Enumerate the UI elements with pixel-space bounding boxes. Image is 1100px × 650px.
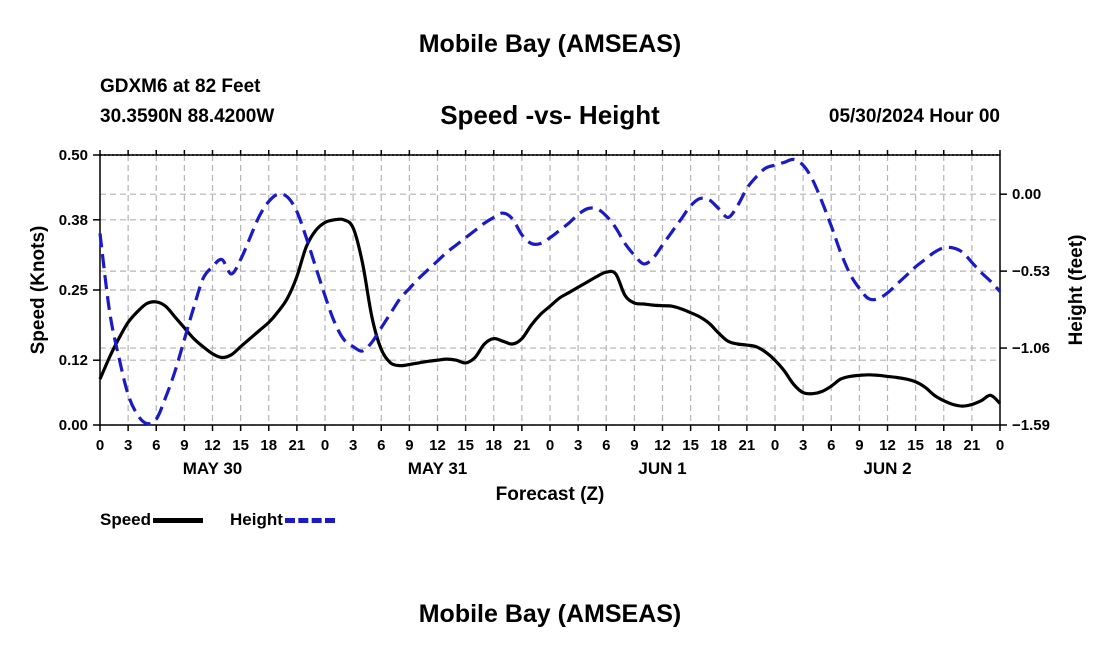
x-tick-label: 0 — [321, 437, 329, 454]
legend-height-label: Height — [230, 510, 283, 529]
x-tick-label: 21 — [964, 437, 981, 454]
y-tick-label: 0.12 — [59, 352, 88, 369]
y-tick-label: 0.38 — [59, 212, 88, 229]
y2-tick-label: −1.59 — [1012, 417, 1050, 434]
series-line-height — [98, 157, 1002, 426]
y-tick-label: 0.50 — [59, 147, 88, 164]
y2-tick-label: −1.06 — [1012, 340, 1050, 357]
x-tick-label: 3 — [349, 437, 357, 454]
x-tick-label: 12 — [204, 437, 221, 454]
x-tick-label: 15 — [457, 437, 474, 454]
x-tick-label: 21 — [739, 437, 756, 454]
x-tick-label: 15 — [907, 437, 924, 454]
x-axis-title: Forecast (Z) — [496, 484, 605, 505]
y-tick-label: 0.25 — [59, 282, 88, 299]
x-day-label: JUN 2 — [863, 459, 911, 478]
x-tick-label: 15 — [682, 437, 699, 454]
x-tick-label: 6 — [152, 437, 160, 454]
series-line-speed — [98, 217, 1002, 408]
y2-tick-label: 0.00 — [1012, 186, 1041, 203]
forecast-timestamp: 05/30/2024 Hour 00 — [828, 106, 1000, 127]
coordinates-label: 30.3590N 88.4200W — [100, 106, 275, 127]
x-tick-label: 6 — [602, 437, 610, 454]
x-tick-label: 0 — [546, 437, 554, 454]
legend-speed: Speed — [100, 510, 204, 530]
x-tick-label: 0 — [996, 437, 1004, 454]
x-tick-label: 6 — [827, 437, 835, 454]
x-day-label: JUN 1 — [638, 459, 686, 478]
legend-height-swatch — [284, 518, 335, 524]
x-tick-label: 0 — [96, 437, 104, 454]
x-tick-label: 9 — [405, 437, 413, 454]
x-tick-label: 21 — [289, 437, 306, 454]
x-tick-label: 18 — [485, 437, 502, 454]
x-tick-label: 18 — [260, 437, 277, 454]
x-tick-label: 3 — [574, 437, 582, 454]
x-tick-label: 9 — [630, 437, 638, 454]
station-label: GDXM6 at 82 Feet — [100, 76, 261, 97]
x-tick-label: 9 — [180, 437, 188, 454]
y2-axis-title: Height (feet) — [1066, 235, 1087, 346]
legend-speed-swatch — [153, 518, 204, 524]
y-axis-title: Speed (Knots) — [28, 226, 49, 355]
x-tick-label: 3 — [799, 437, 807, 454]
x-tick-label: 12 — [879, 437, 896, 454]
x-tick-label: 3 — [124, 437, 132, 454]
chart-title: Mobile Bay (AMSEAS) — [418, 30, 682, 58]
x-tick-label: 6 — [377, 437, 385, 454]
x-tick-label: 9 — [855, 437, 863, 454]
x-tick-label: 15 — [232, 437, 249, 454]
x-tick-label: 0 — [771, 437, 779, 454]
bottom-title: Mobile Bay (AMSEAS) — [418, 600, 682, 628]
x-day-label: MAY 31 — [408, 459, 468, 478]
x-tick-label: 12 — [654, 437, 671, 454]
legend-height: Height — [230, 510, 335, 530]
legend-speed-label: Speed — [100, 510, 152, 529]
x-tick-label: 18 — [935, 437, 952, 454]
x-tick-label: 12 — [429, 437, 446, 454]
x-day-label: MAY 30 — [183, 459, 243, 478]
x-tick-label: 18 — [710, 437, 727, 454]
chart-subtitle: Speed -vs- Height — [440, 100, 660, 130]
x-tick-label: 21 — [514, 437, 531, 454]
y2-tick-label: −0.53 — [1012, 263, 1050, 280]
y-tick-label: 0.00 — [59, 417, 88, 434]
